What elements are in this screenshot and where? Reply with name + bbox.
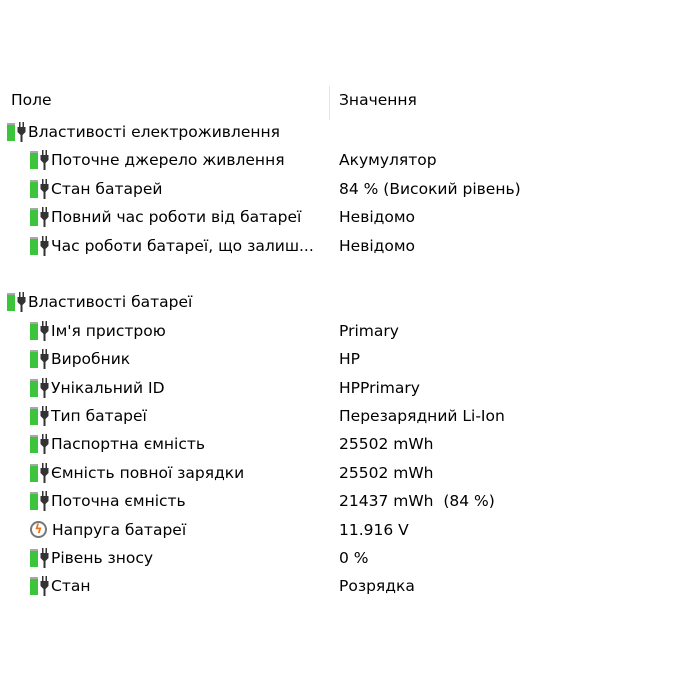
list-item[interactable]: Тип батареї Перезарядний Li-Ion xyxy=(0,403,700,429)
field-label: Поточне джерело живлення xyxy=(51,151,285,170)
list-header: Поле Значення xyxy=(0,86,700,120)
field-label: Паспортна ємність xyxy=(51,435,206,454)
field-label: Стан батарей xyxy=(51,179,163,198)
field-value: Невідомо xyxy=(339,236,416,255)
voltage-icon: ϟ xyxy=(30,521,47,539)
tree-group[interactable]: Властивості батареї xyxy=(0,289,700,315)
field-value: 21437 mWh (84 %) xyxy=(339,492,495,511)
battery-plug-icon xyxy=(30,377,51,398)
battery-plug-icon xyxy=(30,462,51,483)
group-title: Властивості електроживлення xyxy=(28,123,280,141)
list-item[interactable]: Стан Розрядка xyxy=(0,573,700,599)
column-header-field[interactable]: Поле xyxy=(11,91,52,109)
list-item[interactable]: Виробник HP xyxy=(0,346,700,372)
battery-plug-icon xyxy=(30,491,51,512)
field-value: Невідомо xyxy=(339,208,416,227)
field-value: 25502 mWh xyxy=(339,463,434,482)
battery-plug-icon xyxy=(30,207,51,228)
battery-plug-icon xyxy=(7,292,28,313)
field-value: 25502 mWh xyxy=(339,435,434,454)
field-label: Ім'я пристрою xyxy=(51,321,166,340)
field-value: HP xyxy=(339,350,361,369)
field-label: Напруга батареї xyxy=(52,520,187,539)
list-item[interactable]: Поточна ємність 21437 mWh (84 %) xyxy=(0,488,700,514)
field-label: Унікальний ID xyxy=(51,378,165,397)
battery-plug-icon xyxy=(30,150,51,171)
column-divider[interactable] xyxy=(329,86,330,120)
list-item[interactable]: Паспортна ємність 25502 mWh xyxy=(0,431,700,457)
tree-group[interactable]: Властивості електроживлення xyxy=(0,119,700,145)
field-label: Поточна ємність xyxy=(51,492,186,511)
battery-plug-icon xyxy=(30,548,51,568)
field-value: HPPrimary xyxy=(339,378,420,397)
list-item[interactable]: Ім'я пристрою Primary xyxy=(0,318,700,344)
battery-plug-icon xyxy=(30,349,51,370)
battery-plug-icon xyxy=(30,235,51,256)
list-item[interactable]: Поточне джерело живлення Акумулятор xyxy=(0,147,700,173)
field-label: Ємність повної зарядки xyxy=(51,463,245,482)
field-label: Тип батареї xyxy=(51,407,147,425)
field-value: 84 % (Високий рівень) xyxy=(339,179,521,198)
field-label: Виробник xyxy=(51,350,131,369)
field-value: Розрядка xyxy=(339,577,415,596)
field-value: Primary xyxy=(339,321,399,340)
field-label: Стан xyxy=(51,577,91,596)
list-item[interactable]: Унікальний ID HPPrimary xyxy=(0,375,700,401)
list-item[interactable]: ϟ Напруга батареї 11.916 V xyxy=(0,517,700,543)
field-value: Перезарядний Li-Ion xyxy=(339,407,505,425)
battery-plug-icon xyxy=(30,576,51,597)
battery-plug-icon xyxy=(30,320,51,341)
battery-plug-icon xyxy=(7,122,28,142)
field-value: 11.916 V xyxy=(339,520,409,539)
group-title: Властивості батареї xyxy=(28,293,193,312)
list-item[interactable]: Рівень зносу 0 % xyxy=(0,545,700,571)
field-label: Повний час роботи від батареї xyxy=(51,208,302,227)
battery-plug-icon xyxy=(30,178,51,199)
list-item[interactable]: Стан батарей 84 % (Високий рівень) xyxy=(0,176,700,202)
list-item[interactable]: Повний час роботи від батареї Невідомо xyxy=(0,204,700,230)
field-label: Рівень зносу xyxy=(51,549,154,567)
field-label: Час роботи батареї, що залиш... xyxy=(51,236,314,255)
list-item[interactable]: Ємність повної зарядки 25502 mWh xyxy=(0,460,700,486)
battery-plug-icon xyxy=(30,434,51,455)
field-value: 0 % xyxy=(339,549,369,567)
battery-plug-icon xyxy=(30,406,51,426)
list-item[interactable]: Час роботи батареї, що залиш... Невідомо xyxy=(0,233,700,259)
field-value: Акумулятор xyxy=(339,151,437,170)
column-header-value[interactable]: Значення xyxy=(339,91,417,109)
